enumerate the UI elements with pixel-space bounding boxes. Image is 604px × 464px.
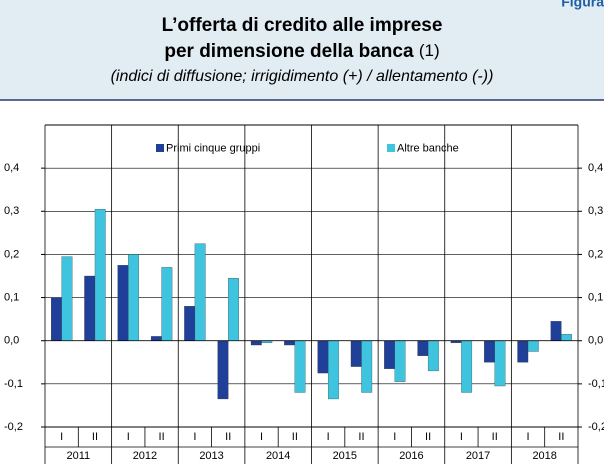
x-tick-label: II: [292, 431, 298, 443]
year-label: 2012: [133, 450, 157, 462]
header-background: [0, 0, 604, 100]
y-tick-label: 0,4: [4, 162, 19, 174]
chart-title-line2: per dimensione della banca (1): [164, 41, 439, 62]
x-tick-label: II: [225, 431, 231, 443]
legend-label: Primi cinque gruppi: [166, 142, 260, 154]
x-tick-label: I: [327, 431, 330, 443]
bar: [494, 340, 506, 387]
bar: [217, 340, 229, 400]
y2-tick-label: 0,4: [588, 162, 603, 174]
x-tick-label: I: [460, 431, 463, 443]
bar: [394, 340, 406, 382]
chart-subtitle: (indici di diffusione; irrigidimento (+)…: [111, 68, 494, 85]
x-tick-label: I: [527, 431, 530, 443]
x-tick-label: II: [92, 431, 98, 443]
bar: [417, 340, 429, 356]
bar: [527, 340, 539, 352]
bar: [294, 340, 306, 393]
bar: [328, 340, 339, 400]
y2-tick-label: -0,1: [588, 378, 604, 390]
legend-swatch: [156, 144, 164, 152]
bar: [517, 340, 529, 363]
x-tick-label: I: [127, 431, 130, 443]
chart-title: L’offerta di credito alle imprese: [162, 15, 443, 36]
y-tick-label: 0,3: [4, 205, 19, 217]
y-tick-label: -0,1: [4, 378, 23, 390]
x-tick-label: II: [358, 431, 364, 443]
bar: [427, 340, 439, 372]
bar: [161, 267, 173, 341]
bar: [128, 254, 139, 341]
legend-swatch: [387, 144, 395, 152]
year-label: 2014: [266, 450, 290, 462]
bar: [284, 340, 295, 346]
x-tick-label: I: [393, 431, 396, 443]
x-tick-label: I: [260, 431, 263, 443]
title-line2: per dimensione della banca: [164, 41, 414, 62]
x-tick-label: I: [60, 431, 63, 443]
bar: [94, 208, 106, 341]
y2-tick-label: -0,2: [588, 421, 604, 433]
bar: [228, 278, 239, 341]
bar: [117, 265, 129, 341]
year-label: 2011: [66, 450, 90, 462]
year-label: 2017: [466, 450, 490, 462]
bar: [561, 334, 572, 341]
bar: [361, 340, 373, 393]
year-label: 2018: [532, 450, 556, 462]
bar: [84, 275, 96, 341]
bar: [51, 297, 62, 341]
bar: [484, 340, 495, 363]
y2-tick-label: 0,3: [588, 205, 603, 217]
y2-tick-label: 0,1: [588, 291, 603, 303]
bar: [150, 336, 162, 341]
x-tick-label: II: [492, 431, 498, 443]
y-tick-label: 0,1: [4, 291, 19, 303]
figure-label: Figura: [561, 0, 604, 10]
x-tick-label: II: [425, 431, 431, 443]
title-note: (1): [419, 41, 440, 60]
y2-tick-label: 0,0: [588, 335, 603, 347]
year-label: 2015: [333, 450, 357, 462]
bar: [61, 256, 73, 341]
bar: [194, 243, 206, 341]
year-label: 2016: [399, 450, 423, 462]
bar: [250, 340, 262, 346]
x-tick-label: I: [193, 431, 196, 443]
y2-tick-label: 0,2: [588, 248, 603, 260]
y-tick-label: 0,0: [4, 335, 19, 347]
bar: [384, 340, 395, 369]
year-label: 2013: [199, 450, 223, 462]
x-tick-label: II: [558, 431, 564, 443]
bar: [184, 306, 196, 341]
bar: [350, 340, 362, 367]
y-tick-label: -0,2: [4, 421, 23, 433]
y-tick-label: 0,2: [4, 248, 19, 260]
bar: [550, 321, 562, 341]
legend-label: Altre banche: [397, 142, 459, 154]
bar: [317, 340, 329, 374]
x-tick-label: II: [159, 431, 165, 443]
bar: [461, 340, 473, 393]
